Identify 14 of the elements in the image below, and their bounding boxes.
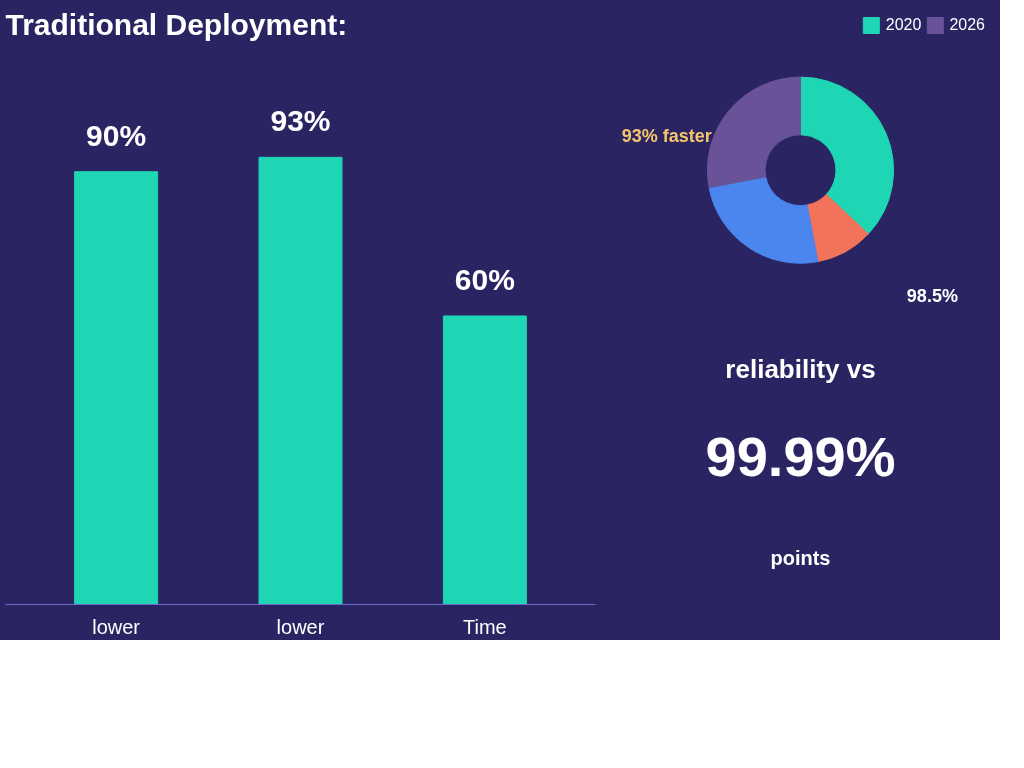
- data-label: 60%: [454, 262, 515, 296]
- legend-label: 2026: [949, 16, 985, 34]
- x-tick-label: lower: [92, 615, 141, 638]
- chart-title: Traditional Deployment:: [5, 7, 348, 41]
- legend-label: 2020: [885, 16, 922, 34]
- x-tick-label: Time: [463, 615, 507, 638]
- text: 98.5%: [906, 286, 958, 307]
- text: 93% faster: [621, 126, 712, 147]
- x-tick-label: lower: [276, 615, 325, 638]
- data-label: 90%: [86, 118, 147, 152]
- text: 99.99%: [705, 424, 896, 488]
- text: points: [770, 546, 831, 569]
- data-label: 93%: [270, 104, 331, 138]
- text: reliability vs: [725, 354, 876, 384]
